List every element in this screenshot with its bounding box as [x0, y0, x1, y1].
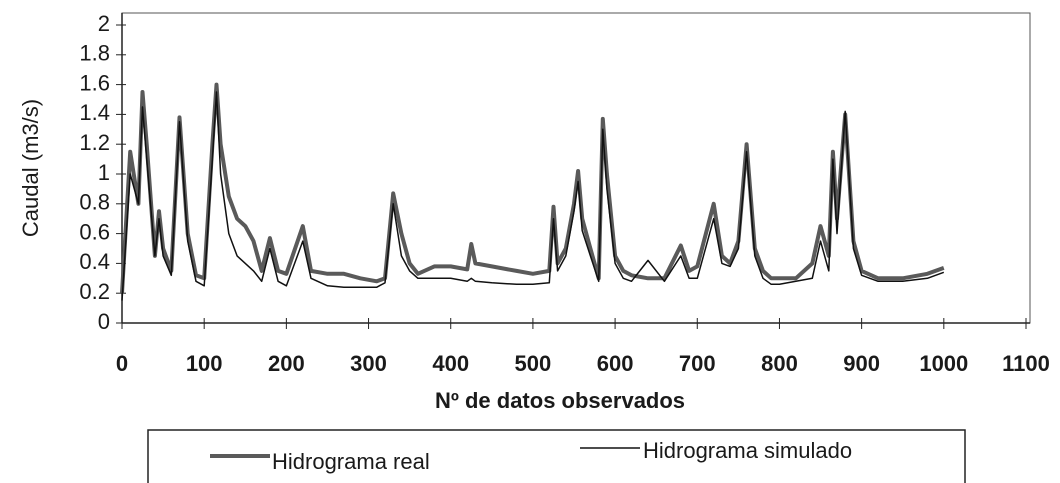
y-tick-label: 0.4: [79, 249, 110, 274]
x-tick-label: 900: [843, 351, 880, 376]
series-line: [121, 91, 945, 301]
x-tick-label: 0: [116, 351, 128, 376]
x-tick-label: 100: [186, 351, 223, 376]
legend-label: Hidrograma real: [272, 449, 430, 474]
x-tick-label: 400: [432, 351, 469, 376]
y-tick-label: 2: [98, 11, 110, 36]
y-tick-label: 1.8: [79, 41, 110, 66]
y-tick-label: 0.6: [79, 219, 110, 244]
y-tick-label: 1.2: [79, 130, 110, 155]
y-tick-label: 0: [98, 309, 110, 334]
legend-label: Hidrograma simulado: [643, 438, 852, 463]
y-tick-label: 1.6: [79, 70, 110, 95]
legend: [147, 429, 966, 483]
x-tick-label: 700: [679, 351, 716, 376]
y-tick-label: 1: [98, 160, 110, 185]
y-tick-label: 0.2: [79, 279, 110, 304]
x-tick-label: 1000: [919, 351, 968, 376]
y-axis-label: Caudal (m3/s): [18, 99, 43, 237]
series-line: [120, 82, 945, 294]
x-tick-label: 200: [268, 351, 305, 376]
y-tick-label: 1.4: [79, 100, 110, 125]
y-tick-label: 0.8: [79, 190, 110, 215]
x-tick-label: 800: [761, 351, 798, 376]
x-tick-label: 1100: [1002, 351, 1050, 376]
x-tick-label: 300: [350, 351, 387, 376]
x-tick-label: 600: [597, 351, 634, 376]
x-tick-label: 500: [515, 351, 552, 376]
x-axis-label: Nº de datos observados: [435, 388, 685, 413]
